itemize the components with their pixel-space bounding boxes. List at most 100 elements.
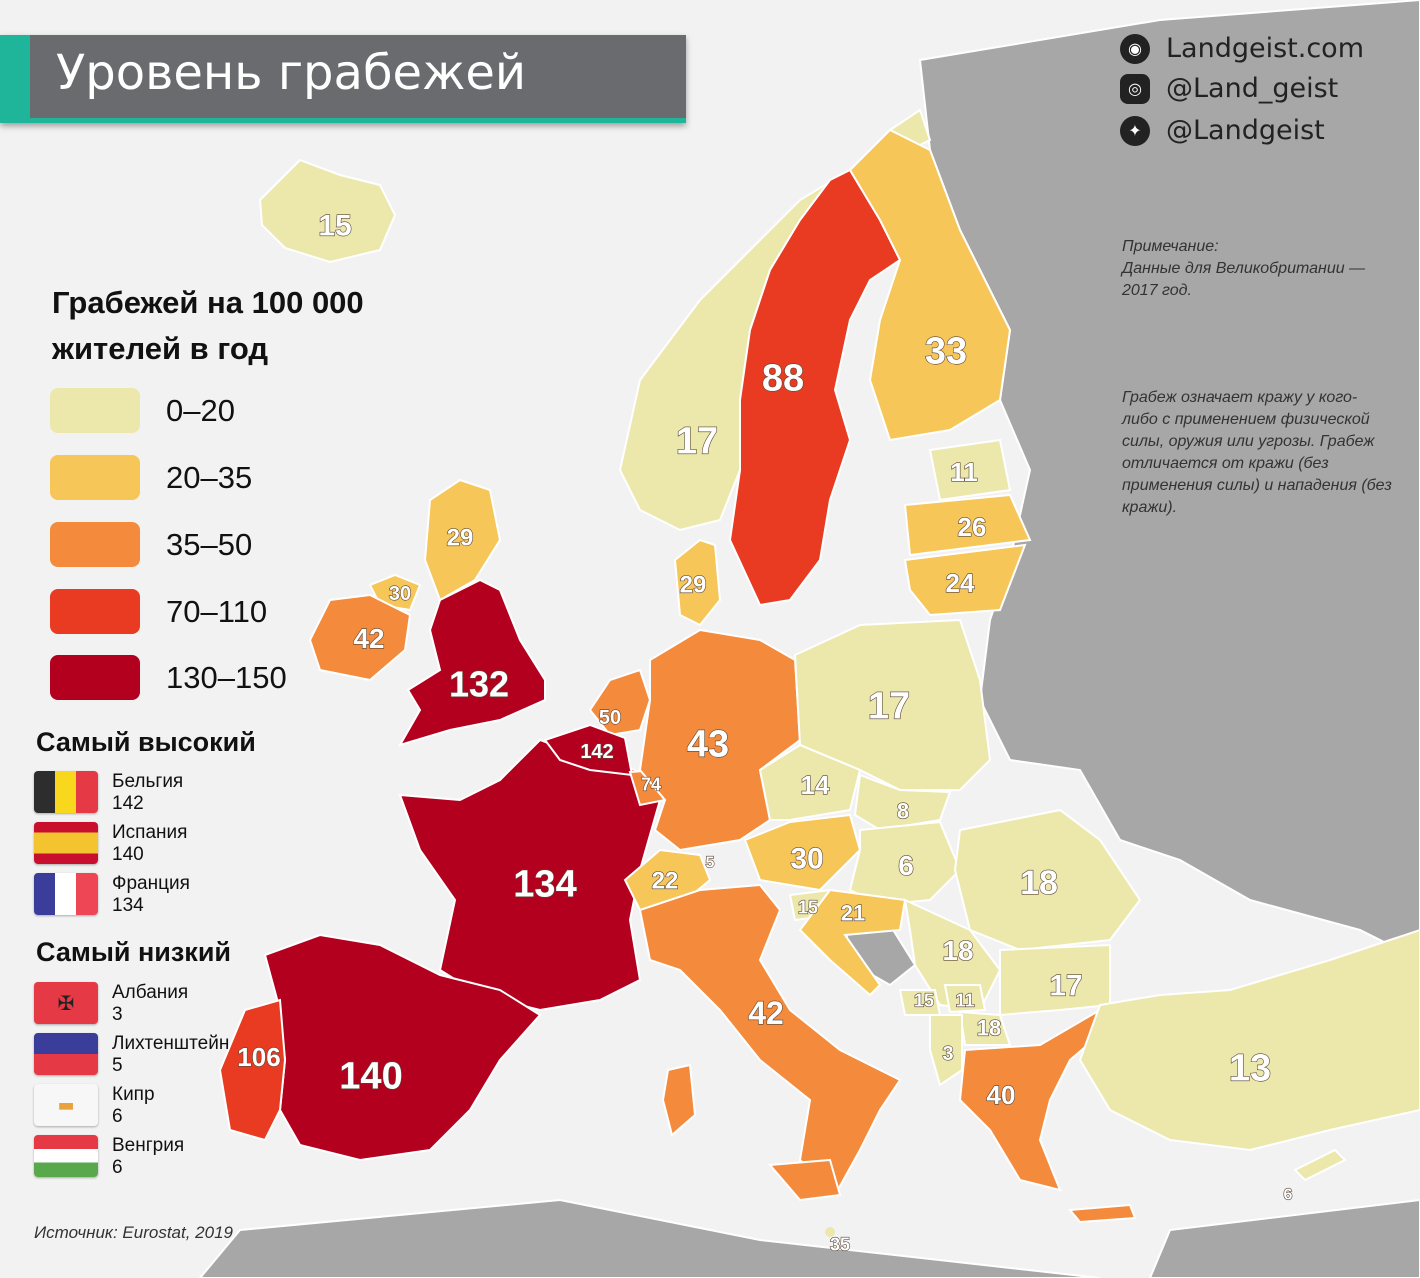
value-label-turkey: 13 [1229, 1047, 1271, 1089]
legend-item: 0–20 [50, 388, 235, 433]
legend-item: 130–150 [50, 655, 287, 700]
value-label-latvia: 26 [958, 512, 987, 542]
brand-website[interactable]: ◉ Landgeist.com [1120, 33, 1364, 64]
value-label-cyprus: 6 [1284, 1187, 1293, 1204]
country-value: 6 [112, 1157, 123, 1178]
country-value: 142 [112, 793, 144, 814]
country-value: 3 [112, 1004, 123, 1025]
spain-flag [34, 822, 98, 864]
twitter-icon: ✦ [1120, 115, 1150, 146]
brand-instagram-text: @Land_geist [1166, 73, 1339, 104]
turkey-region [1078, 928, 1420, 1152]
brand-website-text: Landgeist.com [1166, 33, 1364, 64]
value-label-luxembourg: 74 [641, 774, 661, 794]
value-label-netherlands: 50 [599, 707, 621, 729]
country-name: Албания [112, 982, 189, 1003]
no-data-land [198, 0, 1420, 1278]
legend-label: 70–110 [166, 593, 268, 629]
legend-swatch [50, 455, 140, 500]
page-title: Уровень грабежей [56, 45, 527, 101]
france-region [398, 738, 662, 1012]
value-label-finland: 33 [925, 330, 967, 372]
country-name: Бельгия [112, 771, 184, 792]
cyprus-region [1293, 1148, 1347, 1182]
value-label-sweden: 88 [762, 357, 804, 399]
croatia-region [798, 888, 907, 997]
country-name: Лихтенштейн [112, 1033, 230, 1054]
belgium-flag [34, 771, 98, 813]
title-bar: Уровень грабежей [0, 35, 686, 123]
legend-swatch [50, 522, 140, 567]
kosovo-region [943, 984, 987, 1014]
lowest-item: ▬ Кипр 6 [34, 1084, 155, 1128]
highest-item: Франция 134 [34, 873, 190, 917]
definition-note: Грабеж означает кражу у кого-либо с прим… [1122, 389, 1392, 516]
value-label-france: 134 [513, 863, 576, 905]
england-region [397, 578, 546, 747]
value-label-hungary: 6 [898, 850, 914, 881]
value-label-italy: 42 [748, 995, 784, 1031]
finland-region [848, 128, 1012, 442]
italy-region [638, 883, 902, 1197]
czechia-region [758, 743, 862, 821]
legend-swatch [50, 589, 140, 634]
highest-item: Бельгия 142 [34, 771, 183, 815]
legend-label: 35–50 [166, 526, 253, 562]
value-label-croatia: 21 [841, 901, 865, 926]
lowest-item: Венгрия 6 [34, 1135, 184, 1179]
lowest-item: ✠ Албания 3 [34, 982, 188, 1026]
value-label-austria: 30 [790, 843, 823, 876]
highest-item: Испания 140 [34, 822, 187, 866]
denmark-region [673, 538, 722, 627]
value-label-iceland: 15 [318, 210, 351, 243]
albania-region [929, 1014, 963, 1087]
sweden-region [728, 168, 902, 607]
iceland-region [258, 158, 397, 264]
country-name: Кипр [112, 1084, 155, 1105]
value-label-estonia: 11 [950, 457, 978, 487]
value-label-north-macedonia: 18 [977, 1016, 1001, 1041]
brand-twitter[interactable]: ✦ @Landgeist [1120, 115, 1325, 146]
title-underline [30, 118, 686, 123]
legend-swatch [50, 388, 140, 433]
legend-title: Грабежей на 100 000 жителей в год [52, 285, 364, 366]
value-label-lithuania: 24 [946, 568, 975, 598]
value-label-albania: 3 [942, 1043, 953, 1065]
scotland-region [423, 478, 502, 602]
source-note: Источник: Eurostat, 2019 [34, 1223, 233, 1242]
highest-title: Самый высокий [36, 727, 256, 757]
value-label-norway: 17 [676, 420, 718, 462]
value-label-northern-ireland: 30 [389, 583, 411, 605]
country-value: 134 [112, 895, 144, 916]
value-label-poland: 17 [868, 685, 910, 727]
brand-instagram[interactable]: ◎ @Land_geist [1120, 73, 1338, 104]
value-label-czechia: 14 [801, 770, 830, 800]
globe-icon: ◉ [1120, 33, 1150, 64]
value-label-spain: 140 [339, 1055, 402, 1097]
greece-region [958, 1008, 1107, 1192]
slovakia-region [853, 773, 952, 832]
uk-note: Примечание: Данные для Великобритании — … [1122, 238, 1366, 299]
hungary-flag [34, 1135, 98, 1177]
country-name: Испания [112, 822, 188, 843]
north-macedonia-region [958, 1010, 1012, 1046]
value-label-switzerland: 22 [652, 867, 679, 894]
value-label-bulgaria: 17 [1049, 970, 1082, 1003]
country-name: Франция [112, 873, 190, 894]
value-label-greece: 40 [987, 1080, 1016, 1110]
lowest-title: Самый низкий [36, 937, 232, 967]
value-label-liechtenstein: 5 [706, 855, 715, 872]
ireland-region [308, 593, 412, 682]
estonia-region [928, 438, 1012, 502]
value-label-montenegro: 15 [914, 990, 934, 1010]
value-label-malta: 35 [830, 1234, 850, 1254]
albania-flag: ✠ [34, 982, 98, 1024]
legend-label: 0–20 [166, 392, 235, 428]
germany-region [638, 628, 802, 852]
portugal-region [218, 998, 287, 1142]
crete-region [1068, 1203, 1137, 1224]
value-label-denmark: 29 [680, 571, 707, 598]
value-label-belgium: 142 [580, 741, 613, 763]
country-value: 5 [112, 1055, 123, 1076]
